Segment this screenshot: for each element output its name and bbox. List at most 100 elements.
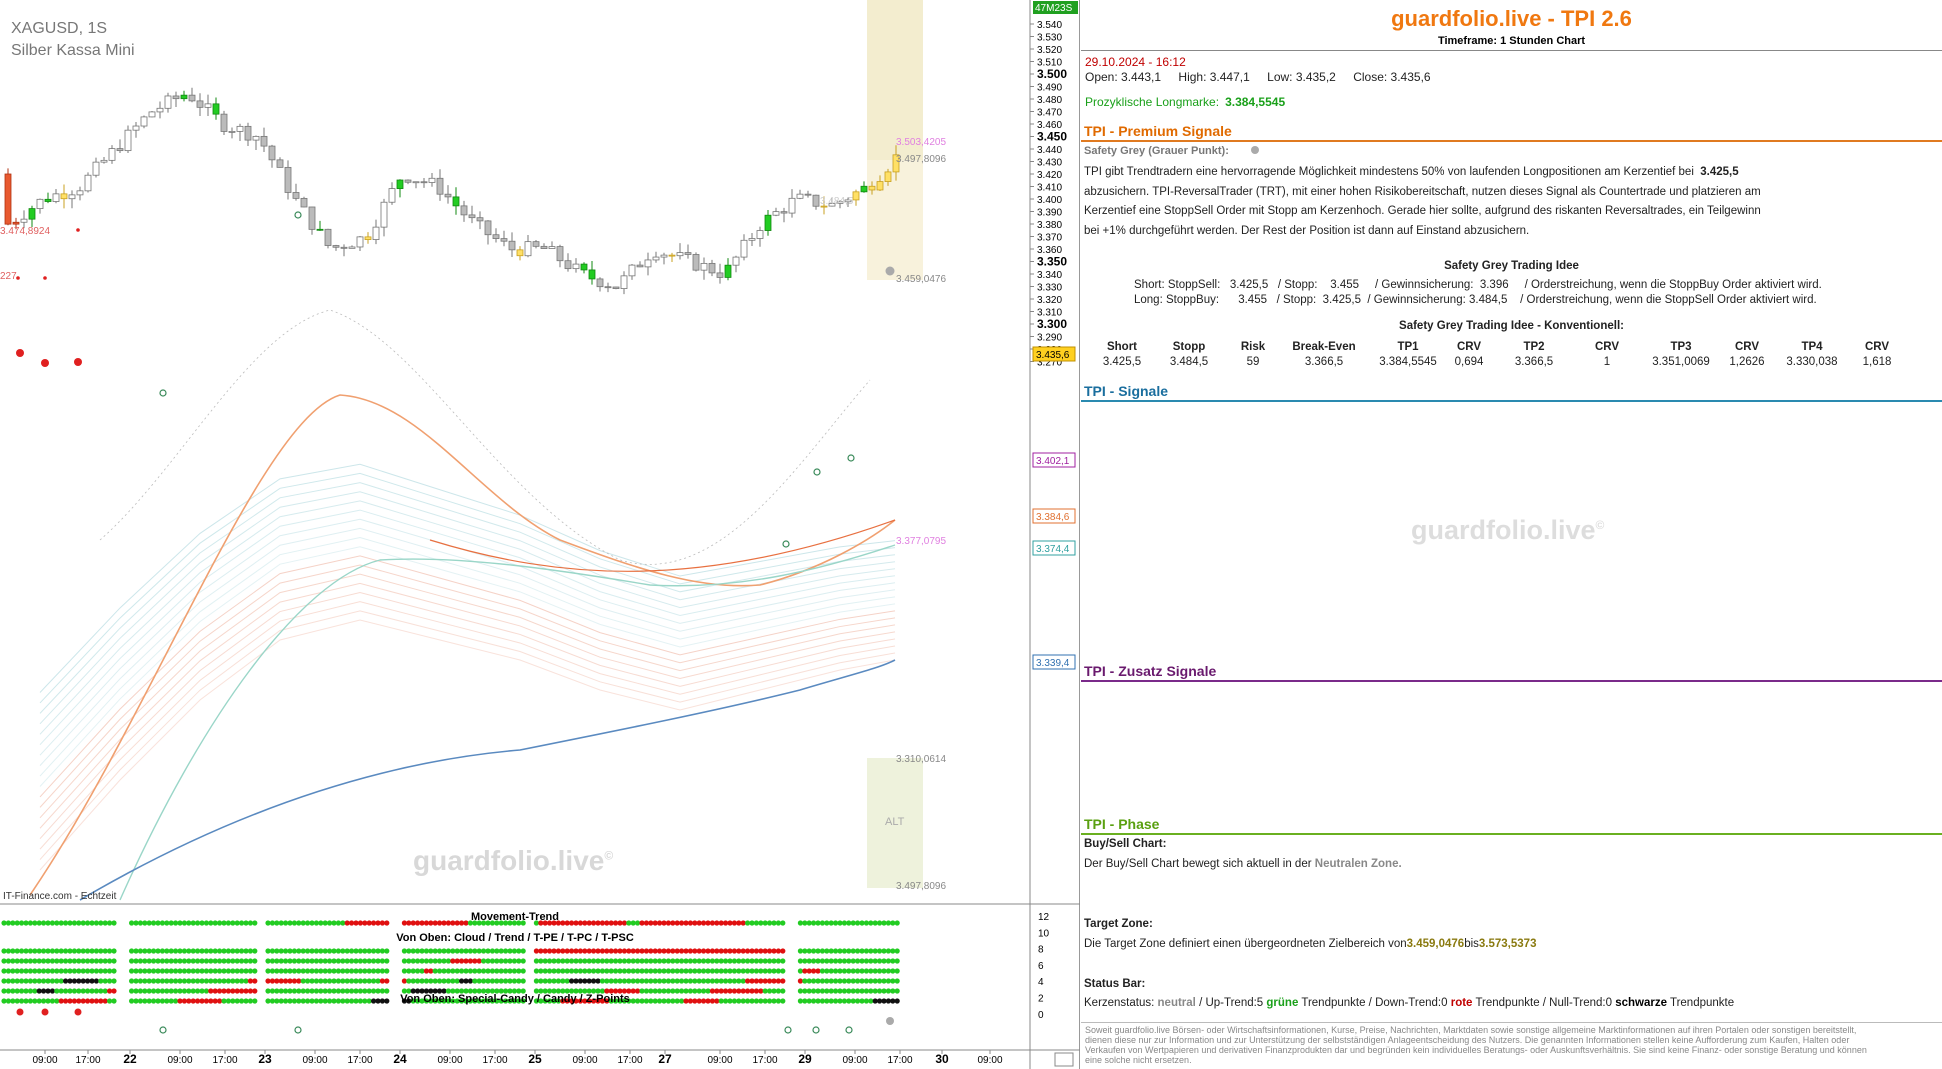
indicator-dot [102, 988, 108, 994]
indicator-dot [701, 920, 707, 926]
indicator-dot [604, 988, 610, 994]
indicator-dot [621, 968, 628, 974]
indicator-dot [485, 998, 491, 1004]
indicator-dot [841, 968, 848, 974]
indicator-dot [27, 948, 33, 954]
indicator-dot [630, 920, 636, 926]
indicator-dot [481, 958, 487, 964]
indicator-dot [617, 978, 623, 984]
indicator-dot [14, 948, 20, 954]
candle-body [540, 245, 548, 249]
indicator-dot [696, 978, 702, 984]
indicator-dot [177, 988, 183, 994]
time-axis-label: 17:00 [347, 1055, 372, 1066]
indicator-dot [736, 920, 742, 926]
price-chart[interactable]: 3.503,42053.497,80963.484,53.459,04763.3… [0, 0, 1080, 1069]
indicator-dot [454, 948, 460, 954]
indicator-dot [498, 958, 504, 964]
indicator-dot [718, 978, 724, 984]
time-axis-label: 17:00 [887, 1055, 912, 1066]
indicator-dot [709, 988, 716, 994]
indicator-dot [234, 948, 240, 954]
indicator-dot [661, 968, 667, 974]
indicator-dot [278, 978, 284, 984]
ma-line [39, 482, 896, 714]
indicator-dot [674, 978, 680, 984]
indicator-dot [551, 920, 557, 926]
indicator-dot [577, 948, 584, 954]
indicator-dot [142, 998, 148, 1004]
indicator-dot [859, 978, 865, 984]
indicator-dot [520, 948, 526, 954]
indicator-dot [177, 978, 183, 984]
indicator-dot [665, 988, 672, 994]
indicator-dot [36, 958, 42, 964]
indicator-dot [278, 948, 284, 954]
price-chart-pane[interactable]: 3.503,4205 3.497,8096 3.484,5 3.459,0476 3.3… [0, 0, 1080, 1069]
indicator-dot [410, 988, 416, 994]
indicator-dot [208, 958, 214, 964]
indicator-dot [657, 968, 663, 974]
indicator-dot [291, 920, 297, 926]
candle-body [860, 185, 868, 193]
indicator-dot [441, 948, 447, 954]
candle-body [356, 236, 364, 248]
indicator-dot [824, 978, 830, 984]
indicator-dot [767, 958, 773, 964]
indicator-dot [507, 958, 513, 964]
indicator-dot [239, 988, 245, 994]
indicator-dot [723, 920, 729, 926]
indicator-dot [683, 948, 689, 954]
candle-body [412, 181, 420, 184]
indicator-dot [507, 968, 513, 974]
indicator-dot [357, 920, 363, 926]
indicator-dot [872, 968, 878, 974]
indicator-dot [472, 948, 478, 954]
indicator-dot [32, 978, 38, 984]
indicator-dot [36, 988, 42, 994]
indicator-dot [745, 978, 751, 984]
indicator-dot [890, 998, 896, 1004]
indicator-dot [591, 948, 597, 954]
indicator-dot [679, 920, 685, 926]
indicator-dot [503, 958, 509, 964]
indicator-dot [217, 988, 223, 994]
indicator-dot [379, 978, 385, 984]
indicator-title-cloud: Von Oben: Cloud / Trend / T-PE / T-PC / … [396, 932, 634, 944]
indicator-dot [313, 958, 319, 964]
indicator-dot [181, 920, 187, 926]
indicator-dot [14, 920, 20, 926]
indicator-dot [309, 958, 315, 964]
time-axis-label: 23 [258, 1052, 272, 1066]
candle-body [52, 193, 60, 202]
indicator-dot [718, 948, 724, 954]
indicator-dot [274, 920, 280, 926]
candle-body [20, 218, 28, 223]
chart-instrument: Silber Kassa Mini [11, 42, 135, 59]
indicator-dot [547, 948, 553, 954]
indicator-dot [635, 998, 641, 1004]
indicator-dot [107, 978, 113, 984]
indicator-dot [802, 958, 808, 964]
indicator-dot [63, 988, 69, 994]
indicator-dot [353, 948, 359, 954]
candle-body [244, 125, 252, 141]
candle-body [548, 246, 556, 249]
indicator-dot [102, 998, 108, 1004]
indicator-dot [806, 988, 812, 994]
indicator-dot [674, 948, 680, 954]
indicator-dot [846, 978, 852, 984]
indicator-dot [428, 988, 434, 994]
indicator-dot [313, 998, 319, 1004]
indicator-dot [173, 988, 179, 994]
indicator-dot [247, 998, 253, 1004]
chart-settings-button[interactable] [1054, 1052, 1074, 1067]
indicator-dot [89, 948, 95, 954]
indicator-dot [199, 988, 205, 994]
indicator-dot [296, 978, 302, 984]
indicator-dot [10, 968, 16, 974]
indicator-dot [595, 968, 601, 974]
price-axis-label: 3.530 [1037, 33, 1062, 44]
indicator-dot [71, 920, 77, 926]
indicator-dot [718, 958, 724, 964]
